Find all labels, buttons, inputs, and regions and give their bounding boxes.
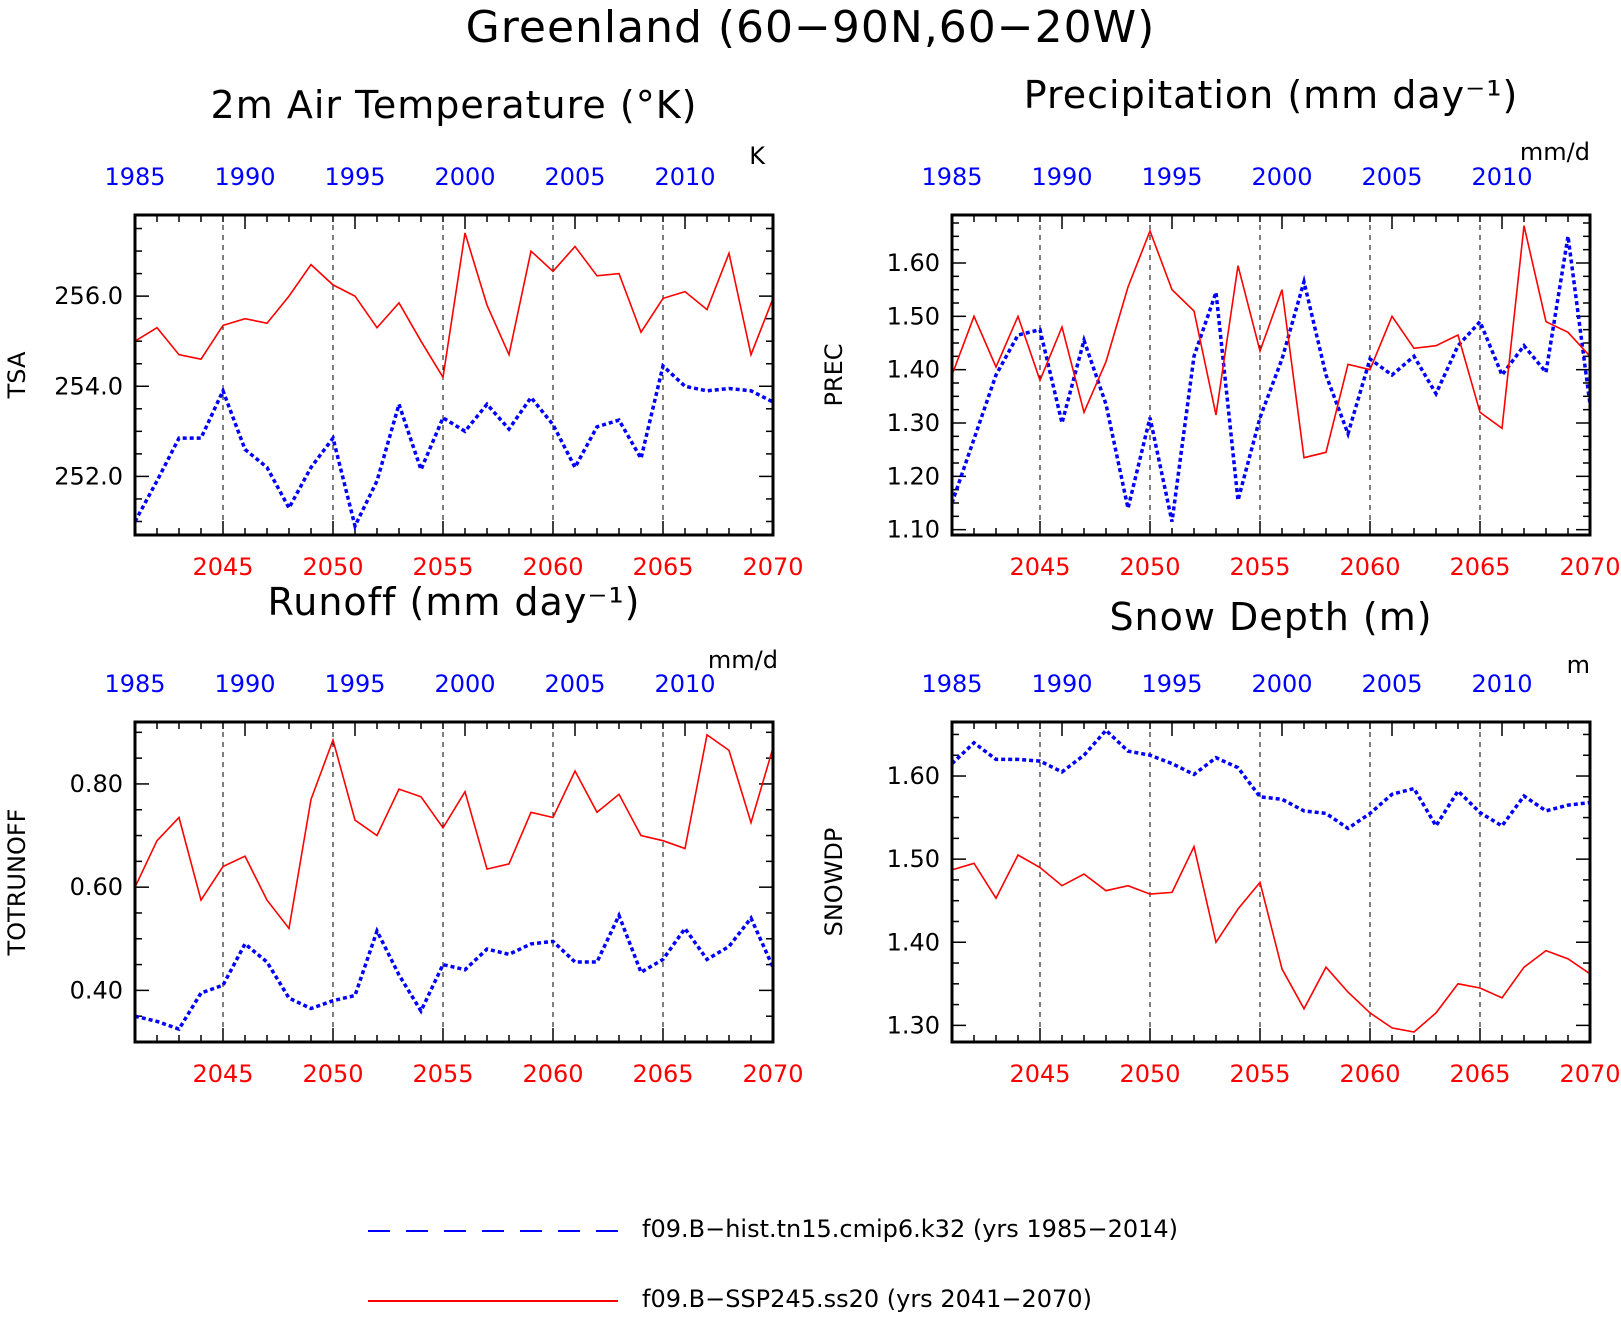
x-tick-label-bottom: 2065 xyxy=(1449,1060,1510,1088)
x-tick-label-top: 1995 xyxy=(1141,163,1202,191)
y-axis-label: TSA xyxy=(3,351,31,399)
x-tick-label-top: 2000 xyxy=(434,163,495,191)
x-tick-label-bottom: 2045 xyxy=(1009,1060,1070,1088)
x-tick-label-bottom: 2050 xyxy=(1119,1060,1180,1088)
series-line-hist xyxy=(950,727,1591,831)
x-tick-label-bottom: 2045 xyxy=(1009,553,1070,581)
x-tick-label-top: 2005 xyxy=(544,163,605,191)
x-tick-label-bottom: 2070 xyxy=(742,1060,803,1088)
x-tick-label-bottom: 2070 xyxy=(742,553,803,581)
x-tick-label-bottom: 2050 xyxy=(1119,553,1180,581)
x-tick-label-bottom: 2070 xyxy=(1559,1060,1620,1088)
x-tick-label-bottom: 2060 xyxy=(522,1060,583,1088)
x-tick-label-bottom: 2045 xyxy=(192,1060,253,1088)
x-tick-label-top: 1985 xyxy=(104,163,165,191)
panel-title: Runoff (mm day⁻¹) xyxy=(268,580,641,624)
panel-0: 2m Air Temperature (°K) K TSA 2045 2050 2055 2… xyxy=(3,83,804,581)
plot-frame xyxy=(133,213,775,537)
y-tick-label: 1.50 xyxy=(887,302,940,330)
y-tick-label: 1.40 xyxy=(887,928,940,956)
series-line-ssp xyxy=(134,232,774,380)
x-tick-label-bottom: 2045 xyxy=(192,553,253,581)
x-tick-label-bottom: 2070 xyxy=(1559,553,1620,581)
y-tick-label: 254.0 xyxy=(54,372,123,400)
x-tick-label-bottom: 2060 xyxy=(1339,553,1400,581)
x-tick-label-top: 1990 xyxy=(214,670,275,698)
y-axis-label: TOTRUNOFF xyxy=(3,809,31,957)
legend: f09.B−hist.tn15.cmip6.k32 (yrs 1985−2014… xyxy=(0,1195,1621,1320)
plot-frame xyxy=(133,720,775,1044)
plot-frame xyxy=(950,213,1592,537)
y-tick-label: 1.60 xyxy=(887,762,940,790)
x-tick-label-bottom: 2050 xyxy=(302,553,363,581)
y-tick-label: 0.60 xyxy=(70,873,123,901)
series-line-ssp xyxy=(134,733,774,931)
figure-title: Greenland (60−90N,60−20W) xyxy=(465,2,1156,53)
x-tick-label-top: 2005 xyxy=(544,670,605,698)
x-tick-label-bottom: 2055 xyxy=(412,553,473,581)
x-tick-label-top: 2005 xyxy=(1361,163,1422,191)
x-tick-label-bottom: 2050 xyxy=(302,1060,363,1088)
x-tick-label-bottom: 2060 xyxy=(1339,1060,1400,1088)
y-tick-label: 1.60 xyxy=(887,249,940,277)
units-label: mm/d xyxy=(708,646,778,674)
y-tick-label: 252.0 xyxy=(54,462,123,490)
x-tick-label-bottom: 2065 xyxy=(632,553,693,581)
legend-swatches xyxy=(368,1230,618,1302)
units-label: m xyxy=(1567,651,1590,679)
y-tick-label: 0.40 xyxy=(70,976,123,1004)
x-tick-label-bottom: 2055 xyxy=(1229,1060,1290,1088)
x-tick-label-bottom: 2065 xyxy=(632,1060,693,1088)
legend-label-ssp: f09.B−SSP245.ss20 (yrs 2041−2070) xyxy=(642,1285,1092,1313)
y-tick-label: 1.20 xyxy=(887,462,940,490)
x-tick-label-top: 1995 xyxy=(324,163,385,191)
y-tick-label: 256.0 xyxy=(54,282,123,310)
y-tick-label: 1.50 xyxy=(887,845,940,873)
panel-title: 2m Air Temperature (°K) xyxy=(211,83,698,127)
panel-title: Precipitation (mm day⁻¹) xyxy=(1024,73,1519,117)
x-tick-label-top: 2010 xyxy=(1471,163,1532,191)
x-tick-label-bottom: 2060 xyxy=(522,553,583,581)
units-label: mm/d xyxy=(1520,138,1590,166)
units-label: K xyxy=(749,142,766,170)
x-tick-label-top: 1985 xyxy=(104,670,165,698)
x-tick-label-top: 1990 xyxy=(1031,163,1092,191)
x-tick-label-top: 2000 xyxy=(434,670,495,698)
series-line-hist xyxy=(133,362,774,532)
series-line-hist xyxy=(950,236,1592,523)
y-tick-label: 1.30 xyxy=(887,409,940,437)
y-tick-label: 1.10 xyxy=(887,516,940,544)
x-tick-label-top: 1990 xyxy=(214,163,275,191)
panel-title: Snow Depth (m) xyxy=(1109,595,1432,639)
x-tick-label-top: 1990 xyxy=(1031,670,1092,698)
x-tick-label-bottom: 2055 xyxy=(1229,553,1290,581)
series-line-hist xyxy=(134,911,775,1032)
series-line-ssp xyxy=(951,844,1591,1033)
x-tick-label-top: 2005 xyxy=(1361,670,1422,698)
x-tick-label-top: 1995 xyxy=(1141,670,1202,698)
plot-frame xyxy=(950,720,1592,1044)
x-tick-label-top: 1995 xyxy=(324,670,385,698)
y-tick-label: 1.40 xyxy=(887,356,940,384)
y-tick-label: 0.80 xyxy=(70,770,123,798)
x-tick-label-top: 2000 xyxy=(1251,163,1312,191)
x-tick-label-top: 1985 xyxy=(921,670,982,698)
y-axis-label: SNOWDP xyxy=(820,828,848,937)
x-tick-label-bottom: 2065 xyxy=(1449,553,1510,581)
x-tick-label-top: 2010 xyxy=(654,163,715,191)
panel-2: Runoff (mm day⁻¹) mm/d TOTRUNOFF 2045 2050 20… xyxy=(3,580,804,1088)
x-tick-label-top: 2010 xyxy=(654,670,715,698)
x-tick-label-top: 2000 xyxy=(1251,670,1312,698)
series-line-ssp xyxy=(951,225,1591,459)
y-axis-label: PREC xyxy=(820,343,848,406)
x-tick-label-top: 2010 xyxy=(1471,670,1532,698)
x-tick-label-bottom: 2055 xyxy=(412,1060,473,1088)
panel-3: Snow Depth (m) m SNOWDP 2045 2050 2055 2060 206… xyxy=(820,595,1621,1088)
x-tick-label-top: 1985 xyxy=(921,163,982,191)
legend-label-hist: f09.B−hist.tn15.cmip6.k32 (yrs 1985−2014… xyxy=(642,1215,1179,1243)
y-tick-label: 1.30 xyxy=(887,1011,940,1039)
panel-1: Precipitation (mm day⁻¹)mm/d PREC 2045 2050… xyxy=(820,73,1621,581)
